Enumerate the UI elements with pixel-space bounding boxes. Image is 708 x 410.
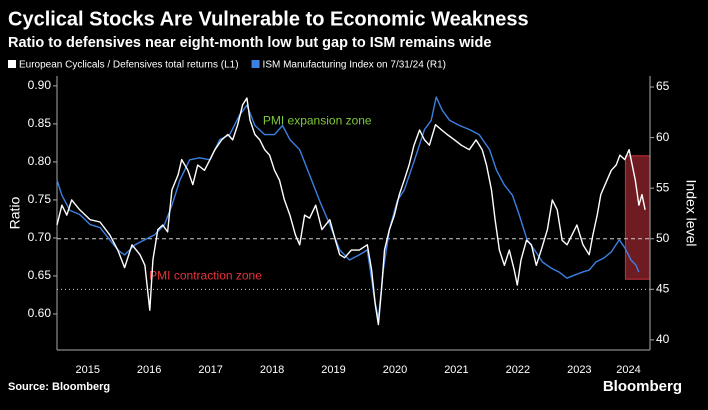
x-tick-label: 2018: [260, 364, 284, 376]
x-tick-label: 2017: [198, 364, 222, 376]
y2-tick-label: 50: [656, 231, 670, 245]
y-tick-label: 0.90: [28, 78, 52, 92]
y-tick-label: 0.80: [28, 154, 52, 168]
y2-tick-label: 60: [656, 130, 670, 144]
legend-swatch: [251, 60, 260, 68]
annotation: PMI contraction zone: [149, 268, 262, 282]
y2-axis-label: Index level: [683, 180, 699, 247]
x-tick-label: 2016: [137, 364, 161, 376]
y-tick-label: 0.65: [28, 268, 52, 282]
x-tick-label: 2019: [321, 364, 345, 376]
chart-title: Cyclical Stocks Are Vulnerable to Econom…: [8, 8, 529, 30]
y2-tick-label: 45: [656, 281, 670, 295]
y2-tick-label: 55: [656, 180, 670, 194]
legend-label: ISM Manufacturing Index on 7/31/24 (R1): [263, 60, 446, 71]
x-tick-label: 2024: [616, 364, 640, 376]
highlight-zone: [624, 155, 651, 280]
brand: Bloomberg: [603, 378, 682, 395]
x-tick-label: 2020: [383, 364, 407, 376]
legend-swatch: [8, 60, 16, 68]
y-axis-label: Ratio: [7, 196, 23, 229]
x-tick-label: 2022: [506, 364, 530, 376]
x-tick-label: 2023: [567, 364, 591, 376]
chart-subtitle: Ratio to defensives near eight-month low…: [8, 35, 491, 51]
x-tick-label: 2015: [75, 364, 99, 376]
x-tick-label: 2021: [444, 364, 468, 376]
y-tick-label: 0.85: [28, 116, 52, 130]
y2-tick-label: 40: [656, 332, 670, 346]
y2-tick-label: 65: [656, 79, 670, 93]
series-line: [56, 97, 646, 326]
y-tick-label: 0.60: [28, 306, 52, 320]
annotation: PMI expansion zone: [263, 114, 372, 128]
y-tick-label: 0.75: [28, 192, 52, 206]
source: Source: Bloomberg: [8, 381, 110, 393]
y-tick-label: 0.70: [28, 230, 52, 244]
legend-label: European Cyclicals / Defensives total re…: [19, 60, 239, 71]
